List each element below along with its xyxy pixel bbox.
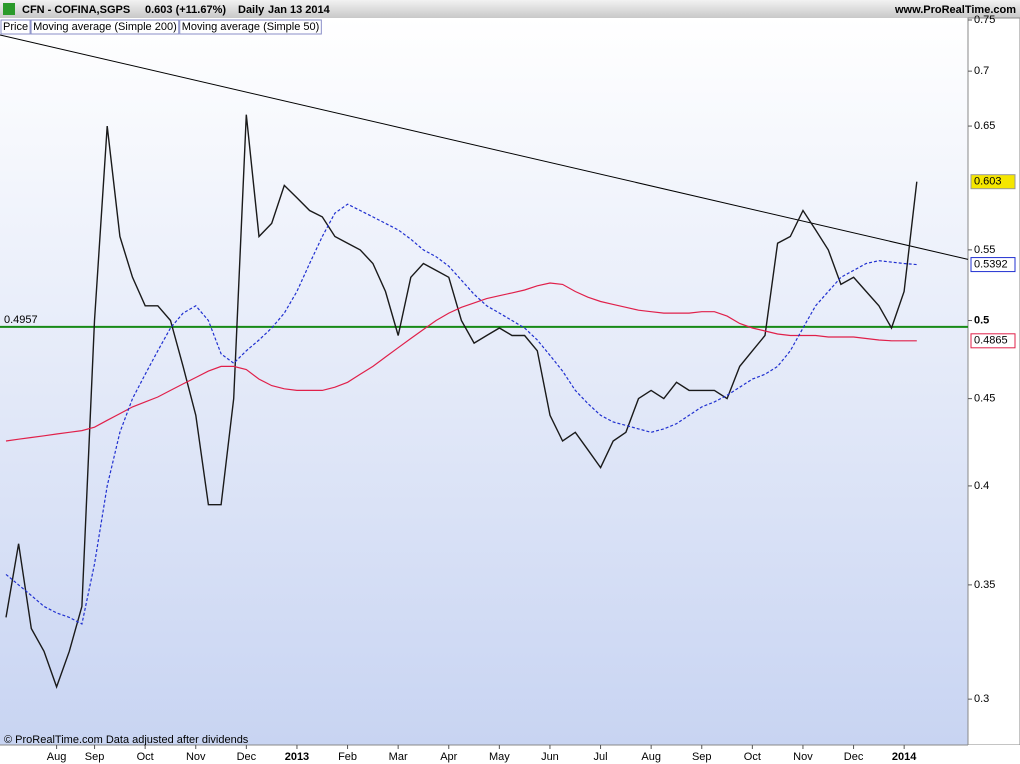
x-tick-label: Nov <box>793 751 813 763</box>
y-tick-label: 0.65 <box>974 120 995 132</box>
source: www.ProRealTime.com <box>894 4 1016 16</box>
series-line <box>5 114 918 689</box>
last-value-box <box>970 333 1016 349</box>
x-tick-label: 2014 <box>892 751 917 763</box>
x-tick-label: Aug <box>47 751 67 763</box>
x-tick-label: Oct <box>137 751 154 763</box>
x-tick-label: Dec <box>237 751 257 763</box>
y-tick-label: 0.55 <box>974 244 995 256</box>
horizontal-line-label: 0.4957 <box>4 314 38 326</box>
trendline <box>0 34 969 260</box>
footer: © ProRealTime.com Data adjusted after di… <box>4 734 249 746</box>
legend-entry: Moving average (Simple 200) <box>33 21 177 33</box>
y-tick-label: 0.5 <box>974 314 989 326</box>
x-tick-label: Jul <box>594 751 608 763</box>
legend-box <box>30 19 180 35</box>
x-tick-label: Apr <box>440 751 457 763</box>
last-value-box <box>970 174 1016 190</box>
chart-subtitle: 0.603 (+11.67%) <box>145 4 226 16</box>
x-tick-label: Dec <box>844 751 864 763</box>
header-bar <box>0 0 1020 18</box>
series-line <box>5 282 917 442</box>
y-tick-label: 0.75 <box>974 14 995 26</box>
last-value-box <box>970 257 1016 273</box>
y-tick-label: 0.7 <box>974 65 989 77</box>
y-tick-label: 0.35 <box>974 579 995 591</box>
y-axis-panel <box>967 17 1020 746</box>
x-tick-label: Feb <box>338 751 357 763</box>
x-axis-panel <box>0 745 1020 764</box>
interval: Daily <box>238 4 265 16</box>
x-tick-label: Mar <box>389 751 408 763</box>
legend-entry: Price <box>3 21 28 33</box>
x-tick-label: 2013 <box>285 751 309 763</box>
legend-box <box>179 19 322 35</box>
x-tick-label: Sep <box>692 751 712 763</box>
x-tick-label: May <box>489 751 510 763</box>
y-tick-label: 0.4 <box>974 480 989 492</box>
series-line <box>5 203 917 625</box>
chart-title: CFN - COFINA,SGPS <box>22 4 130 16</box>
app-icon <box>3 3 15 15</box>
x-tick-label: Jun <box>541 751 559 763</box>
last-value-label: 0.4865 <box>974 335 1008 347</box>
x-tick-label: Nov <box>186 751 206 763</box>
last-value-label: 0.5392 <box>974 258 1008 270</box>
legend: Price Moving average (Simple 200) Moving a… <box>0 19 322 35</box>
x-tick-label: Sep <box>85 751 105 763</box>
legend-box <box>0 19 31 35</box>
date: Jan 13 2014 <box>268 4 331 16</box>
last-value-label: 0.603 <box>974 176 1002 188</box>
y-tick-label: 0.3 <box>974 693 989 705</box>
x-tick-label: Oct <box>744 751 761 763</box>
legend-entry: Moving average (Simple 50) <box>182 21 320 33</box>
plot-area <box>0 18 968 745</box>
y-tick-label: 0.45 <box>974 393 995 405</box>
x-tick-label: Aug <box>641 751 661 763</box>
